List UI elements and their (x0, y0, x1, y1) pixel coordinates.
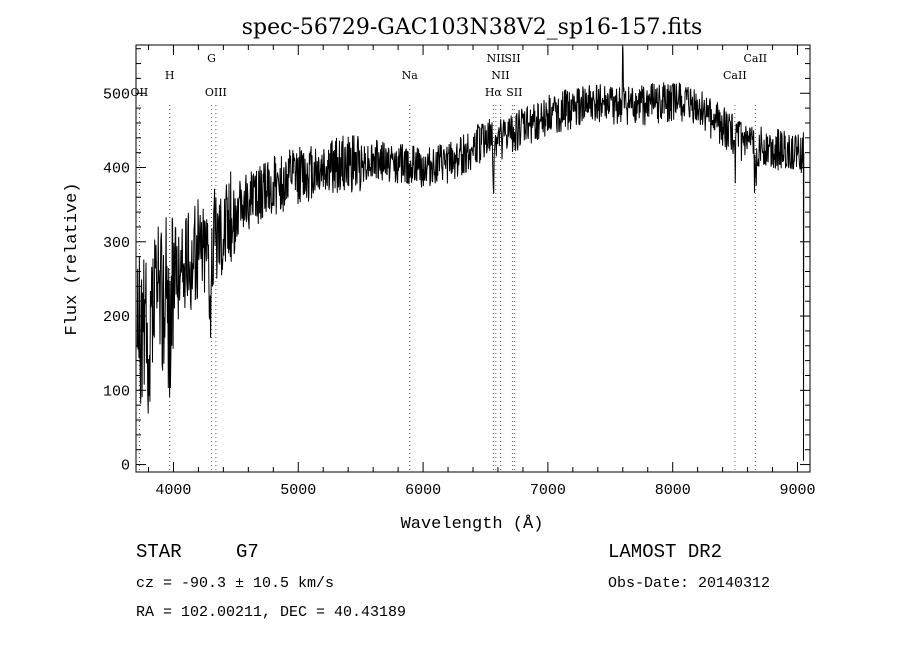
cz-value: cz = -90.3 ± 10.5 km/s (136, 575, 335, 592)
x-tick-label: 4000 (155, 482, 191, 499)
line-marker-label: NII (487, 52, 505, 65)
y-tick-label: 0 (121, 458, 130, 475)
survey-label: LAMOST DR2 (608, 541, 723, 563)
line-marker-label: G (207, 52, 216, 65)
y-tick-label: 100 (103, 383, 130, 400)
spectrum-line (136, 47, 805, 461)
x-tick-label: 7000 (530, 482, 566, 499)
obs-date: Obs-Date: 20140312 (608, 575, 771, 592)
line-marker-label: H (165, 69, 175, 82)
line-marker-label: CaII (743, 52, 767, 65)
y-tick-label: 300 (103, 235, 130, 252)
line-marker-label: OII (131, 86, 149, 99)
line-marker-label: CaII (723, 69, 747, 82)
y-tick-label: 200 (103, 309, 130, 326)
object-type-label: STAR (136, 541, 182, 563)
line-marker-label: Hα (485, 86, 503, 99)
line-marker-label: OIII (205, 86, 227, 99)
x-tick-label: 8000 (655, 482, 691, 499)
subclass-label: G7 (236, 541, 259, 563)
line-marker-label: SII (506, 86, 522, 99)
y-tick-label: 400 (103, 161, 130, 178)
line-marker-label: Na (402, 69, 419, 82)
x-axis-label: Wavelength (Å) (401, 515, 544, 534)
line-marker-label: SII (504, 52, 520, 65)
axis-ticks: 4000 5000 6000 7000 8000 9000 0 100 200 300 400 500 (103, 45, 816, 499)
x-tick-label: 5000 (280, 482, 316, 499)
x-tick-label: 6000 (405, 482, 441, 499)
coordinates: RA = 102.00211, DEC = 40.43189 (136, 604, 407, 621)
y-axis-label: Flux (relative) (63, 182, 82, 335)
y-tick-label: 500 (103, 86, 130, 103)
x-tick-label: 9000 (780, 482, 816, 499)
chart-title: spec-56729-GAC103N38V2_sp16-157.fits (242, 15, 703, 40)
line-marker-label: NII (491, 69, 509, 82)
